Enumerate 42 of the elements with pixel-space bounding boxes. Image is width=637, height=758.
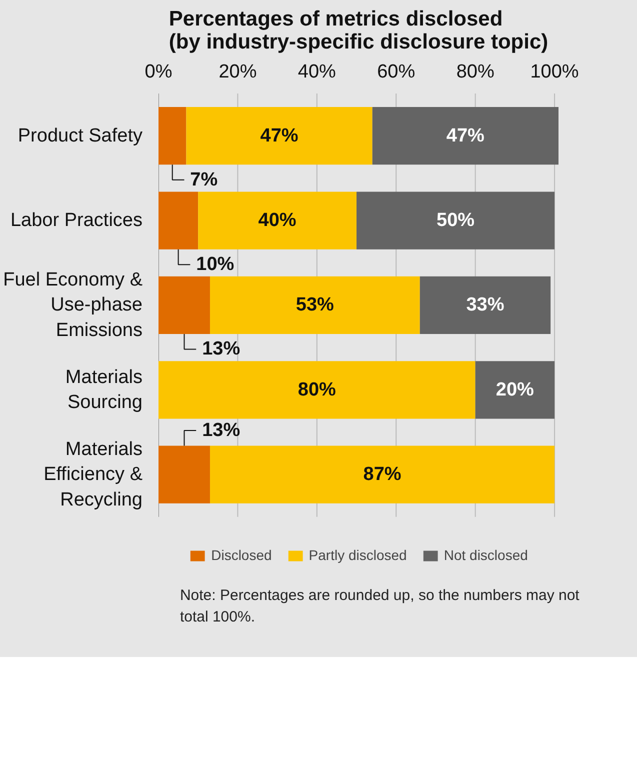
bar — [210, 276, 420, 334]
x-tick-label: 80% — [456, 62, 494, 82]
x-tick-label: 100% — [530, 62, 579, 82]
y-tick-label: Product Safety — [18, 125, 143, 146]
x-tick-label: 20% — [218, 62, 257, 82]
legend-label: Disclosed — [211, 547, 272, 563]
data-label: 7% — [190, 169, 218, 190]
legend-label: Partly disclosed — [308, 547, 407, 563]
legend-label: Not disclosed — [444, 547, 528, 563]
y-tick-label: Materials Sourcing — [65, 366, 143, 413]
data-label: 13% — [202, 420, 240, 442]
data-label: 20% — [496, 379, 534, 400]
bar — [158, 107, 186, 165]
bar — [475, 361, 555, 419]
data-label: 33% — [466, 294, 504, 316]
chart-title: Percentages of metrics disclosed (by industry-specific disclosure topic) — [168, 8, 548, 54]
y-tick-label: Fuel Economy & Use-phase Emissions — [3, 270, 143, 341]
data-label: 80% — [298, 379, 336, 400]
data-label: 53% — [296, 294, 334, 316]
data-label: 87% — [363, 464, 402, 486]
bar — [158, 446, 210, 504]
bar — [420, 276, 551, 334]
data-label: 13% — [202, 338, 240, 360]
bar — [158, 192, 198, 250]
text: Note: Percentages are rounded up, so the numbers may not total 100%. — [180, 587, 580, 626]
data-label: 47% — [446, 125, 485, 146]
bar — [372, 107, 558, 165]
data-label: 50% — [436, 210, 475, 232]
y-tick-label: Materials Efficiency & Recycling — [44, 438, 143, 510]
bar — [158, 276, 210, 334]
bar — [186, 107, 372, 165]
bar — [198, 192, 357, 250]
x-tick-label: 60% — [377, 62, 416, 82]
data-label: 40% — [258, 210, 296, 232]
bar — [356, 192, 555, 250]
y-tick-label: Labor Practices — [10, 210, 143, 232]
data-label: 10% — [196, 254, 234, 276]
x-tick-label: 0% — [144, 62, 172, 82]
bar — [158, 361, 476, 419]
x-tick-label: 40% — [298, 62, 336, 82]
data-label: 47% — [260, 125, 298, 146]
bar — [210, 446, 555, 504]
